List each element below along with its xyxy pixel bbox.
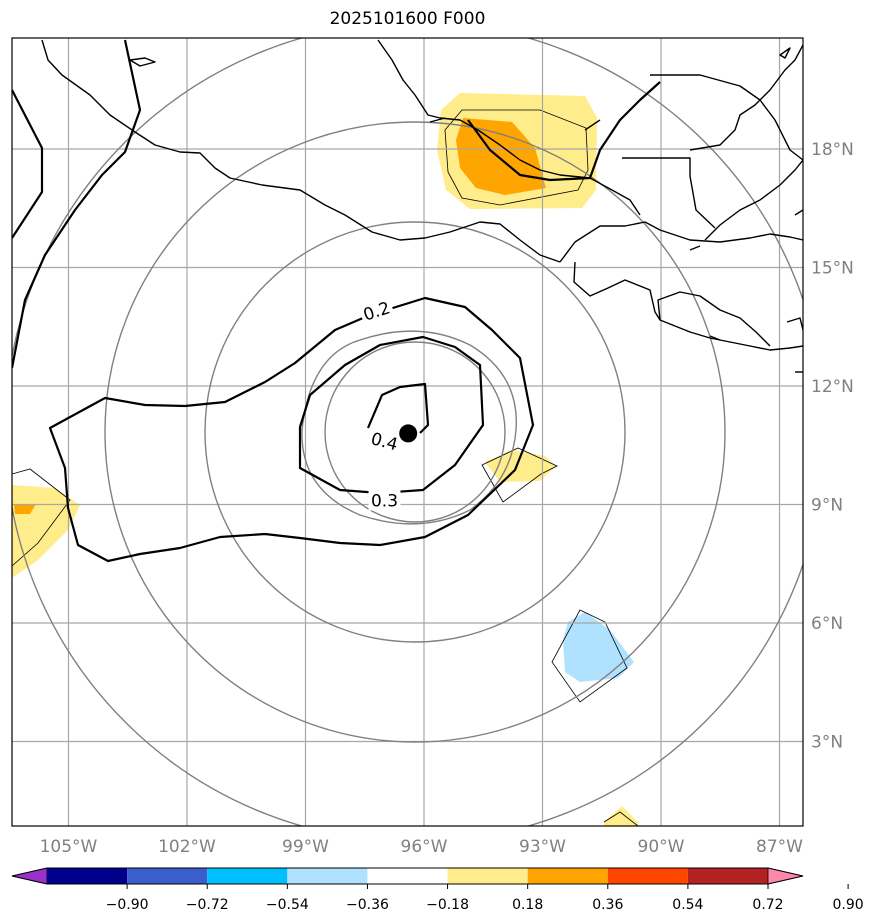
lon-tick-label: 99°W [282,837,329,857]
lon-tick-label: 90°W [638,837,685,857]
colorbar: −0.90 −0.72 −0.54 −0.36 −0.18 0.18 0.36 0.54 0.7… [11,867,864,913]
colorbar-outline [11,867,804,885]
colorbar-swatch [367,868,448,884]
coastlines [41,39,803,373]
colorbar-label: 0.90 [833,897,864,913]
storm-center-marker [399,424,418,443]
inner-distance-ring [301,330,517,525]
colorbar-swatch [447,868,528,884]
colorbar-label: −0.36 [346,897,389,913]
contour-label: 0.2 [357,294,395,326]
colorbar-label: −0.54 [266,897,309,913]
graticule [12,38,803,826]
lon-tick-label: 105°W [40,837,98,857]
lat-tick-label: 3°N [811,733,843,753]
map-plot-area: 0.2 0.4 0.3 [12,38,803,826]
shaded-positive-bottom [604,806,638,826]
colorbar-label: 0.36 [592,897,623,913]
colorbar-swatch [127,868,208,884]
colorbar-extend-high [767,867,804,885]
shaded-outlines [12,109,639,826]
colorbar-label: −0.18 [426,897,469,913]
map-frame [11,37,804,827]
contour-labels: 0.2 0.4 0.3 [357,294,404,512]
lon-tick-label: 93°W [519,837,566,857]
colorbar-swatch [607,868,688,884]
colorbar-swatch [527,868,608,884]
black-contours [12,39,661,563]
distance-circles [12,38,803,826]
colorbar-extend-low [11,867,48,885]
colorbar-swatch [207,868,288,884]
lat-tick-label: 9°N [811,496,843,516]
colorbar-swatch [287,868,368,884]
svg-text:0.3: 0.3 [371,492,398,512]
lat-tick-label: 12°N [811,377,854,397]
map-title: 2025101600 F000 [329,9,486,29]
lat-tick-label: 6°N [811,614,843,634]
lon-tick-label: 102°W [158,837,216,857]
colorbar-label: 0.54 [672,897,703,913]
shaded-negative-south [563,612,634,682]
contour-label: 0.4 [366,425,404,455]
colorbar-swatch [687,868,768,884]
latitude-labels: 18°N 15°N 12°N 9°N 6°N 3°N [811,140,854,753]
colorbar-label: 0.18 [512,897,543,913]
contour-label: 0.3 [368,488,401,512]
colorbar-label: 0.72 [752,897,783,913]
colorbar-label: −0.72 [186,897,229,913]
shaded-positive-west [12,485,80,578]
colorbar-swatch [47,868,128,884]
longitude-labels: 105°W 102°W 99°W 96°W 93°W 90°W 87°W [40,837,804,857]
lon-tick-label: 96°W [401,837,448,857]
lat-tick-label: 18°N [811,140,854,160]
lat-tick-label: 15°N [811,259,854,279]
colorbar-label: −0.90 [106,897,149,913]
lon-tick-label: 87°W [756,837,803,857]
